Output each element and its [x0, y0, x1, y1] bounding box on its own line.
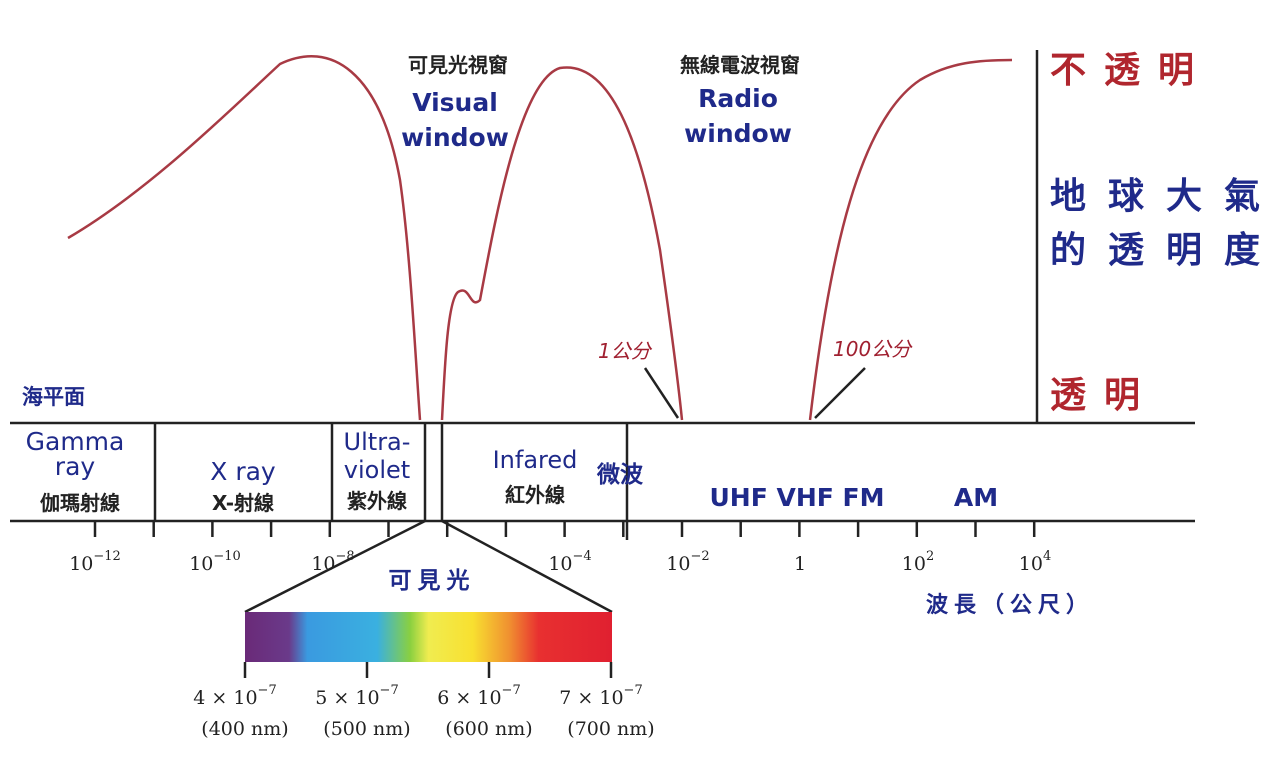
spectrum-nm: (600 nm)	[445, 718, 532, 740]
tick-base: 10	[311, 553, 335, 575]
spectrum-nm: (700 nm)	[567, 718, 654, 740]
spectrum-tick-label: 4 × 10−7	[193, 683, 276, 709]
tick-exponent: −12	[93, 549, 120, 564]
band-name: Gamma	[26, 427, 125, 456]
wavelength-tick-label: 10−10	[189, 549, 241, 575]
radio-window-zh: 無線電波視窗	[680, 53, 800, 77]
tick-base: 10	[69, 553, 93, 575]
wavelength-tick-label: 10−12	[69, 549, 121, 575]
tick-base: 10	[666, 553, 690, 575]
wavelength-tick-label: 1	[794, 553, 806, 575]
wavelength-tick-label: 104	[1019, 549, 1051, 575]
wavelength-tick-label: 10−2	[666, 549, 709, 575]
tick-base: 10	[1019, 553, 1043, 575]
wavelength-ticks: 10−12 10−10 10−8 10−4 10−2 1 102 104	[69, 549, 1051, 575]
visible-label: 可見光	[389, 568, 476, 594]
radio-window-en: Radio	[698, 84, 778, 113]
band-name: X ray	[210, 457, 276, 486]
tick-exponent: −8	[336, 549, 355, 564]
wavelength-tick-label: 10−4	[548, 549, 591, 575]
spectrum-nm: (400 nm)	[201, 718, 288, 740]
tick-exponent: −7	[258, 683, 277, 698]
spectrum-tick-label: 7 × 10−7	[559, 683, 642, 709]
tick-exponent: −7	[502, 683, 521, 698]
band-name: AM	[954, 483, 998, 512]
band-name-zh: 紅外線	[505, 483, 565, 507]
visual-window-zh: 可見光視窗	[408, 53, 508, 77]
opacity-title: 地球大氣	[1050, 176, 1280, 217]
band-name: Infared	[493, 446, 578, 474]
tick-exponent: −2	[691, 549, 710, 564]
tick-exponent: −4	[573, 549, 592, 564]
band-dividers	[153, 367, 866, 614]
spectrum-nm: (500 nm)	[323, 718, 410, 740]
tick-exponent: 4	[1043, 549, 1051, 564]
axis-ticks	[93, 521, 1036, 537]
sea-level-label: 海平面	[22, 385, 85, 409]
tick-mantissa: 4 × 10	[193, 687, 257, 709]
spectrum-tick-label: 5 × 10−7	[315, 683, 398, 709]
band-name: Ultra-	[344, 428, 411, 456]
tick-base: 1	[794, 553, 806, 575]
tick-base: 10	[548, 553, 572, 575]
tick-exponent: −7	[624, 683, 643, 698]
transparency-curve	[67, 55, 1013, 421]
spectrum-tick-label: 6 × 10−7	[437, 683, 520, 709]
tick-exponent: 2	[926, 549, 934, 564]
band-name: violet	[344, 456, 410, 484]
visible-spectrum	[245, 612, 612, 662]
axis-label: 波長（公尺）	[926, 593, 1094, 618]
transparent-label: 透明	[1050, 375, 1158, 416]
spectrum-ticks: 4 × 10−7(400 nm)5 × 10−7(500 nm)6 × 10−7…	[193, 662, 655, 740]
band-name: UHF VHF FM	[709, 483, 884, 512]
tick-mantissa: 5 × 10	[315, 687, 379, 709]
tick-base: 10	[189, 553, 213, 575]
tick-base: 10	[902, 553, 926, 575]
marker-label: 1公分	[598, 339, 653, 363]
wavelength-tick-label: 102	[902, 549, 934, 575]
band-name-zh: 微波	[596, 461, 644, 488]
tick-exponent: −7	[380, 683, 399, 698]
tick-exponent: −10	[213, 549, 240, 564]
opaque-label: 不透明	[1050, 50, 1212, 91]
wavelength-tick-label: 10−8	[311, 549, 354, 575]
tick-mantissa: 6 × 10	[437, 687, 501, 709]
tick-mantissa: 7 × 10	[559, 687, 623, 709]
opacity-title: 的透明度	[1050, 230, 1280, 271]
radio-window-en: window	[684, 119, 792, 148]
visual-window-en: Visual	[412, 88, 498, 117]
band-name: ray	[55, 452, 96, 481]
band-name-zh: 伽瑪射線	[40, 491, 120, 515]
marker-label: 100公分	[833, 337, 913, 361]
visual-window-en: window	[401, 123, 509, 152]
band-name-zh: X-射線	[212, 491, 274, 515]
band-name-zh: 紫外線	[347, 489, 407, 513]
